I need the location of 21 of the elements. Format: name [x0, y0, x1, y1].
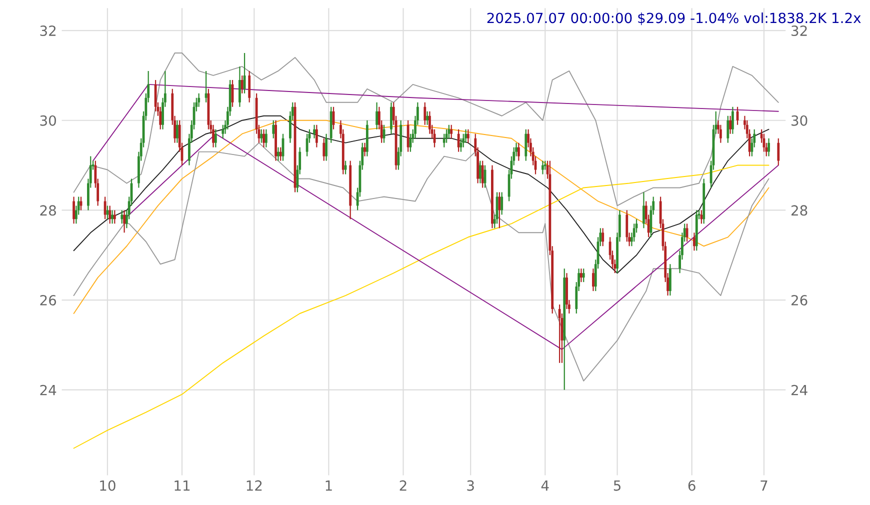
- x-tick-label: 7: [760, 480, 768, 491]
- y-tick-label: 24: [40, 384, 56, 396]
- x-tick-label: 11: [174, 480, 190, 491]
- y-tick-label: 26: [40, 295, 56, 306]
- y-tick-label: 32: [40, 26, 56, 36]
- x-tick-label: 1: [326, 480, 332, 491]
- y2-tick-label: 32: [792, 26, 807, 36]
- x-tick-label: 12: [246, 480, 262, 491]
- y-tick-label: 30: [40, 115, 56, 126]
- y2-tick-label: 28: [791, 205, 808, 216]
- x-tick-label: 3: [467, 480, 474, 491]
- x-tick-label: 10: [100, 480, 116, 491]
- y-tick-label: 28: [40, 205, 56, 216]
- y2-tick-label: 26: [791, 295, 808, 306]
- y2-tick-label: 24: [791, 384, 808, 396]
- x-tick-label: 2: [400, 480, 406, 491]
- x-tick-label: 6: [688, 480, 696, 491]
- chart-title: 2025.07.07 00:00:00 $29.09 -1.04% vol:1838.2K 1.2x: [487, 12, 861, 26]
- x-tick-label: 4: [541, 480, 549, 491]
- x-tick-label: 5: [614, 480, 620, 491]
- y2-tick-label: 30: [792, 115, 808, 126]
